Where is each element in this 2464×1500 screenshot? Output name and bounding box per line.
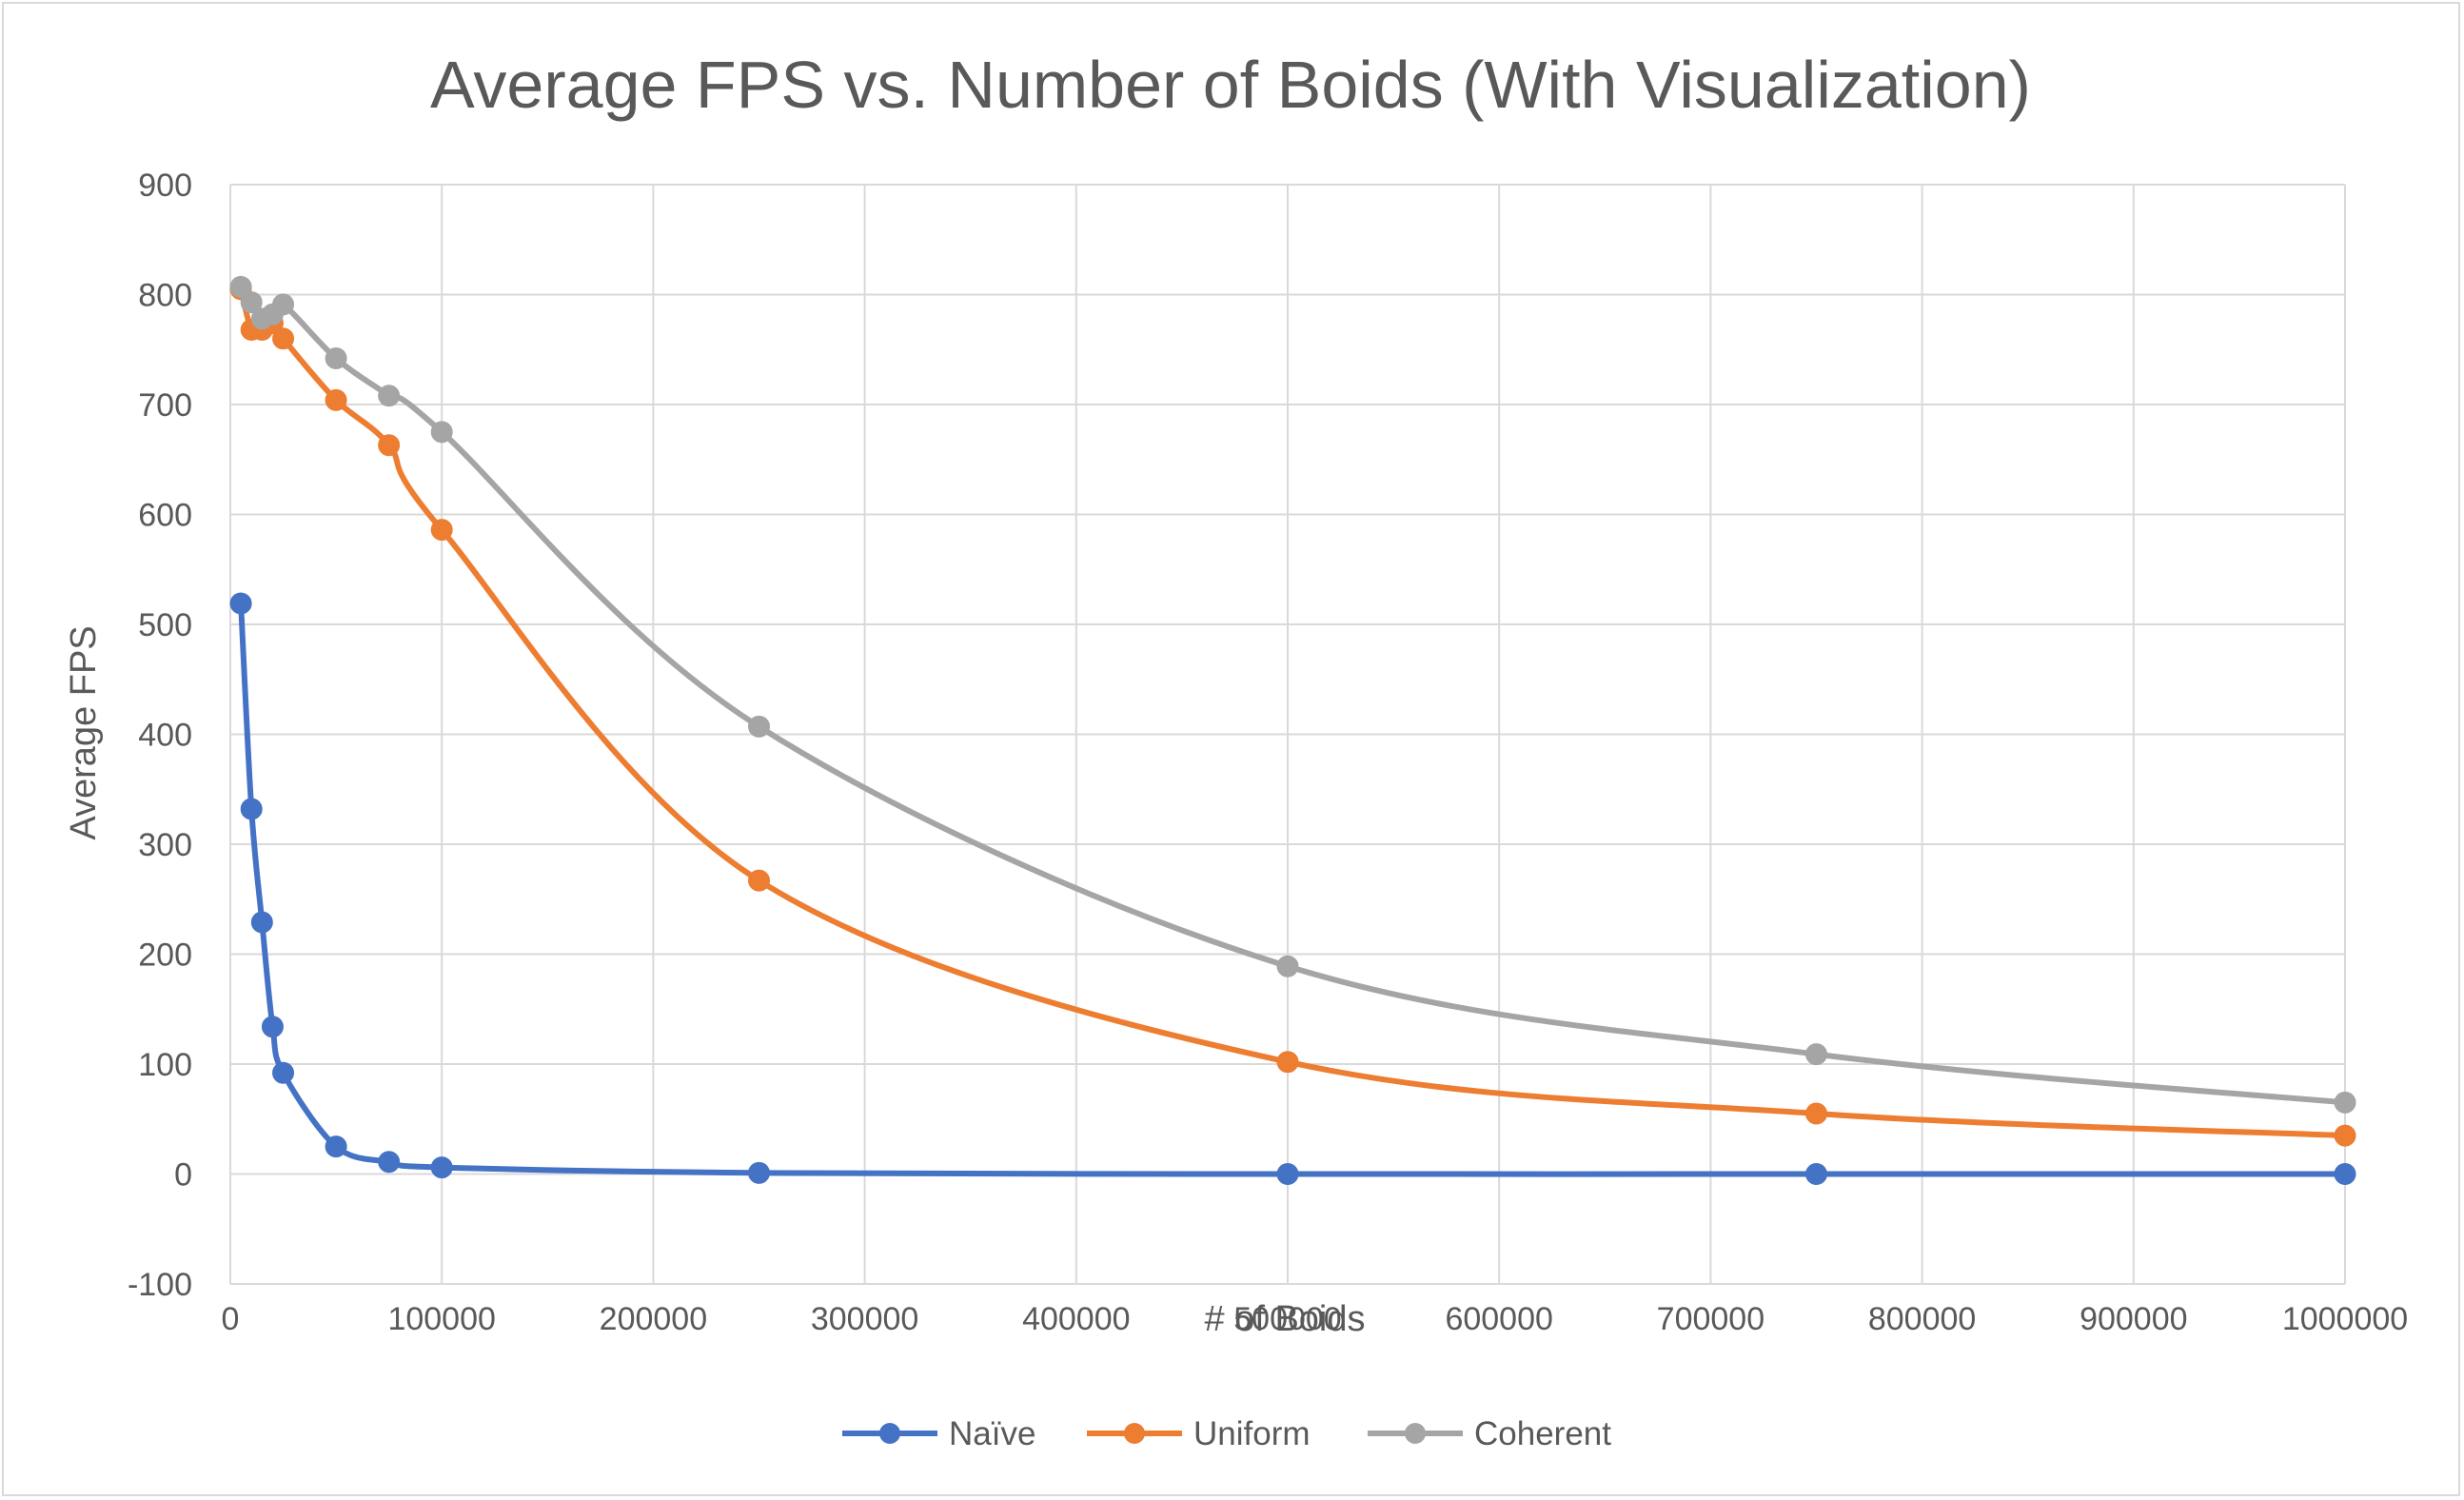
y-axis-ticks: -100 0 100 200 300 400 500 600 700 800 900 — [128, 168, 192, 1303]
data-point — [1805, 1102, 1827, 1125]
x-tick-label: 100000 — [387, 1301, 495, 1337]
data-point — [240, 798, 263, 820]
series-uniform — [229, 278, 2356, 1147]
series-line-uniform — [238, 286, 2348, 1139]
x-tick-label: 700000 — [1657, 1301, 1764, 1337]
data-point — [250, 911, 273, 934]
data-point — [1276, 955, 1299, 977]
data-point — [229, 592, 252, 615]
y-axis-label: Average FPS — [64, 625, 104, 839]
legend-swatch-marker — [879, 1423, 900, 1444]
legend-label: Coherent — [1474, 1415, 1611, 1452]
data-point — [1805, 1043, 1827, 1066]
x-tick-label: 200000 — [600, 1301, 707, 1337]
y-tick-label: 600 — [138, 498, 192, 534]
data-point — [378, 385, 401, 407]
x-tick-label: 600000 — [1445, 1301, 1552, 1337]
legend-label: Uniform — [1193, 1415, 1311, 1452]
data-point — [240, 291, 263, 314]
y-tick-label: 900 — [138, 168, 192, 204]
y-tick-label: 300 — [138, 827, 192, 863]
data-point — [229, 275, 252, 298]
legend-label: Naïve — [949, 1415, 1035, 1452]
legend-entry-uniform: Uniform — [1087, 1415, 1311, 1452]
data-point — [378, 1151, 401, 1174]
x-tick-label: 400000 — [1022, 1301, 1130, 1337]
x-tick-label: 500000 — [1233, 1301, 1341, 1337]
data-point — [1276, 1163, 1299, 1185]
series-line-na-ve — [238, 601, 2348, 1177]
data-point — [325, 1135, 347, 1158]
chart-title: Average FPS vs. Number of Boids (With Vi… — [430, 48, 2031, 122]
x-axis-ticks: 0 100000 200000 300000 400000 500000 600000 700… — [222, 1301, 2409, 1337]
data-point — [2334, 1091, 2356, 1114]
y-tick-label: 200 — [138, 938, 192, 974]
y-tick-label: 700 — [138, 387, 192, 424]
data-point — [430, 421, 453, 444]
y-tick-label: 500 — [138, 607, 192, 643]
y-tick-label: 100 — [138, 1047, 192, 1083]
x-axis-label: # of Boids — [1205, 1299, 1366, 1339]
y-tick-label: 800 — [138, 278, 192, 314]
data-point — [325, 388, 347, 411]
series-line-coherent — [238, 284, 2348, 1106]
data-point — [272, 1061, 295, 1084]
data-point — [272, 327, 295, 350]
legend-entry-coherent: Coherent — [1368, 1415, 1611, 1452]
y-tick-label: 400 — [138, 718, 192, 754]
data-point — [2334, 1124, 2356, 1147]
legend: Naïve Uniform Coherent — [842, 1415, 1611, 1452]
x-tick-label: 0 — [222, 1301, 240, 1337]
series-na-ve — [229, 592, 2356, 1185]
y-tick-label: -100 — [128, 1267, 192, 1303]
data-point — [748, 869, 770, 892]
x-tick-label: 900000 — [2080, 1301, 2187, 1337]
y-tick-label: 0 — [174, 1157, 192, 1194]
series-coherent — [229, 275, 2356, 1114]
data-point — [378, 434, 401, 457]
data-point — [1805, 1163, 1827, 1185]
data-point — [748, 715, 770, 738]
data-point — [261, 1016, 284, 1038]
legend-swatch-marker — [1124, 1423, 1145, 1444]
data-point — [2334, 1163, 2356, 1185]
data-point — [430, 519, 453, 542]
data-point — [748, 1161, 770, 1184]
data-point — [1276, 1051, 1299, 1074]
legend-swatch-marker — [1405, 1423, 1426, 1444]
x-tick-label: 800000 — [1868, 1301, 1976, 1337]
data-point — [325, 346, 347, 369]
data-point — [430, 1156, 453, 1179]
legend-entry-na-ve: Naïve — [842, 1415, 1035, 1452]
data-point — [272, 293, 295, 316]
x-tick-label: 1000000 — [2282, 1301, 2408, 1337]
x-tick-label: 300000 — [811, 1301, 918, 1337]
grid — [229, 184, 2346, 1285]
series — [229, 275, 2356, 1185]
